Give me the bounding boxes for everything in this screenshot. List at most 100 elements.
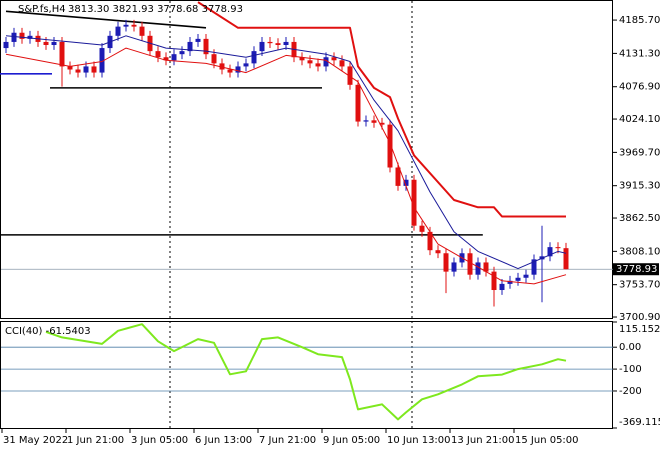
y-tick-label: 3862.50 (619, 213, 660, 224)
x-tick-label: 7 Jun 21:00 (259, 435, 316, 446)
candle-body (339, 60, 345, 67)
candle-body (507, 280, 513, 284)
x-tick-label: 31 May 2022 (3, 435, 68, 446)
candle-body (451, 262, 457, 272)
candle-body (211, 54, 217, 64)
candle-body (363, 120, 369, 122)
candle-body (403, 179, 409, 186)
candle-body (315, 63, 321, 67)
candle-body (19, 32, 25, 39)
candle-body (227, 69, 233, 73)
candle-body (467, 253, 473, 275)
candle-body (27, 35, 33, 39)
candle-body (219, 63, 225, 70)
candle-body (155, 51, 161, 58)
y-tick-label: 4024.10 (619, 114, 660, 125)
x-tick-label: 1 Jun 21:00 (67, 435, 124, 446)
candle-body (203, 38, 209, 55)
candle-body (91, 66, 97, 73)
candle-body (267, 41, 273, 44)
y-tick-label: 4185.70 (619, 15, 660, 26)
candle-body (51, 41, 57, 45)
y-tick-label: -369.1159 (619, 417, 660, 428)
candle-body (235, 66, 241, 73)
candle-body (59, 41, 65, 67)
cci-label: CCI(40) -61.5403 (5, 326, 91, 337)
cci-pane (0, 321, 613, 429)
y-tick-label: 3915.30 (619, 181, 660, 192)
candle-body (347, 66, 353, 85)
candle-body (563, 248, 569, 270)
indicator-line (197, 1, 566, 218)
cci-line (45, 323, 567, 421)
candle-body (115, 26, 121, 36)
candle-body (251, 51, 257, 64)
candle-body (275, 43, 281, 45)
candle-body (307, 60, 313, 64)
candle-body (187, 41, 193, 52)
candle-body (379, 122, 385, 125)
candle-body (11, 32, 17, 42)
candle-body (419, 225, 425, 232)
candle-body (547, 247, 553, 257)
candle-body (43, 41, 49, 45)
candle-body (427, 231, 433, 251)
candle-body (195, 38, 201, 42)
candle-body (99, 48, 105, 73)
x-tick-label: 10 Jun 13:00 (387, 435, 451, 446)
y-tick-label: 3753.70 (619, 280, 660, 291)
symbol-title: S&P.fs,H4 (18, 4, 66, 15)
x-tick-label: 6 Jun 13:00 (195, 435, 252, 446)
candle-body (3, 41, 9, 49)
candle-body (435, 250, 441, 254)
y-tick-label: -100 (619, 364, 642, 375)
candle-body (243, 63, 249, 67)
candle-body (131, 24, 137, 27)
candle-body (123, 24, 129, 27)
y-tick-label: 0.00 (619, 342, 641, 353)
candle-body (139, 26, 145, 36)
candle-body (531, 259, 537, 275)
x-tick-label: 3 Jun 05:00 (131, 435, 188, 446)
candle-body (179, 51, 185, 55)
candle-body (163, 57, 169, 61)
candle-body (387, 124, 393, 168)
drawn-line (5, 10, 207, 29)
candle-body (491, 271, 497, 291)
indicator-line (5, 47, 567, 285)
candle-body (331, 57, 337, 61)
candle-body (411, 179, 417, 226)
current-price-box (613, 263, 659, 276)
candle-body (67, 66, 73, 70)
candle-body (443, 253, 449, 272)
y-tick-label: 3700.90 (619, 312, 660, 323)
x-tick-label: 13 Jun 21:00 (451, 435, 515, 446)
candle-body (523, 274, 529, 278)
candle-body (483, 262, 489, 272)
candle-body (371, 120, 377, 123)
y-tick-label: -200 (619, 386, 642, 397)
candle-body (283, 41, 289, 45)
y-tick-label: 115.1521 (619, 324, 660, 335)
candle-body (395, 167, 401, 186)
candle-body (171, 54, 177, 61)
candle-body (75, 69, 81, 73)
candle-body (555, 247, 561, 249)
x-tick-label: 9 Jun 05:00 (323, 435, 380, 446)
candle-body (355, 84, 361, 122)
candle-body (299, 57, 305, 61)
candle-body (323, 57, 329, 67)
ohlc-label: 3813.30 3821.93 3778.68 3778.93 (68, 4, 243, 15)
candle-body (499, 283, 505, 291)
indicator-line (5, 35, 567, 270)
candle-body (515, 277, 521, 281)
y-tick-label: 4131.30 (619, 48, 660, 59)
candle-body (259, 41, 265, 52)
price-pane (0, 0, 613, 319)
y-tick-label: 3969.70 (619, 147, 660, 158)
candle-body (475, 262, 481, 275)
marks (0, 1, 613, 421)
x-tick-label: 15 Jun 05:00 (515, 435, 579, 446)
